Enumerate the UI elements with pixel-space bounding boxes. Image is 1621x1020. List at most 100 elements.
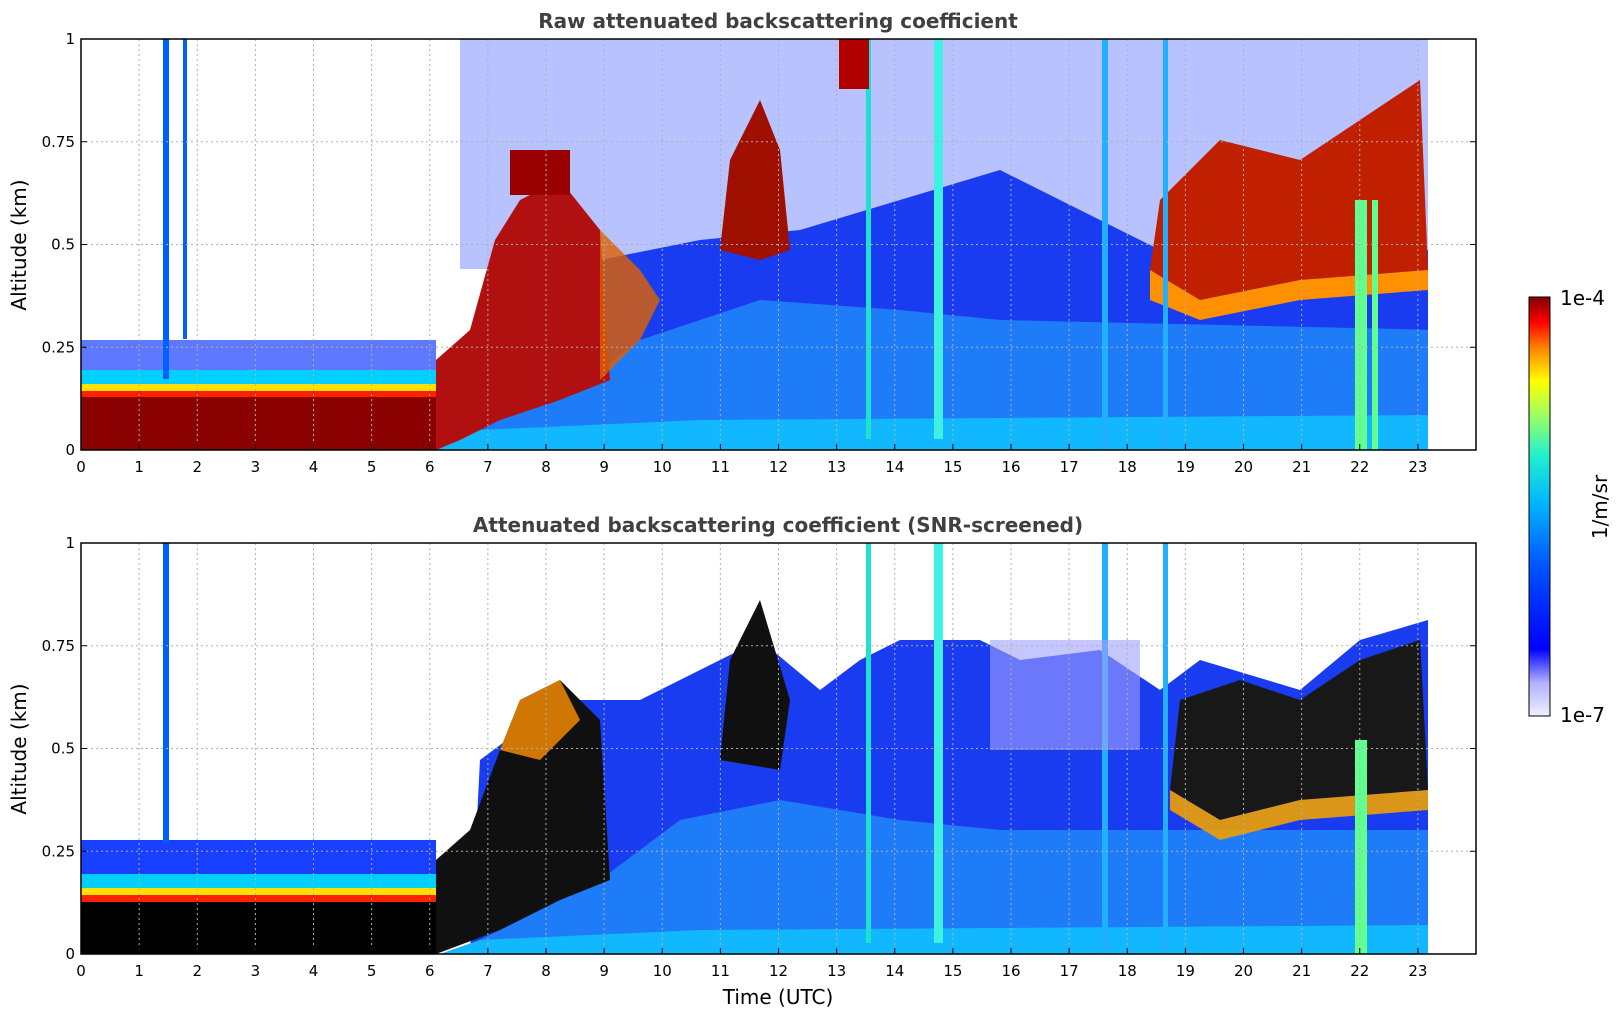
x-tick-label: 22 (1350, 458, 1369, 476)
heatmap-raw (81, 39, 1476, 450)
surface-layer-core-screened (81, 902, 436, 954)
x-tick-label: 18 (1118, 458, 1137, 476)
precip-streak-raw (1372, 200, 1378, 450)
x-tick-label: 0 (76, 458, 86, 476)
ylabel-screened: Altitude (km) (7, 683, 31, 814)
colorbar-min-label: 1e-7 (1560, 703, 1605, 727)
surface-layer-core-raw (81, 397, 436, 450)
x-tick-label: 23 (1408, 962, 1427, 980)
colorbar: 1e-4 1e-7 1/m/sr (1528, 286, 1612, 727)
x-tick-label: 5 (367, 458, 377, 476)
x-tick-label: 20 (1234, 458, 1253, 476)
x-tick-label: 17 (1060, 962, 1079, 980)
surface-layer-cyan-screened (81, 874, 436, 889)
precip-streak-raw (163, 39, 169, 379)
x-tick-label: 11 (711, 962, 730, 980)
x-tick-label: 12 (769, 962, 788, 980)
y-tick-label: 0 (65, 945, 75, 963)
panel-screened-title: Attenuated backscattering coefficient (S… (473, 513, 1083, 537)
y-tick-label: 0.75 (42, 133, 75, 151)
x-tick-label: 9 (599, 458, 609, 476)
cloud-8h-raw (510, 150, 570, 195)
x-tick-label: 19 (1176, 962, 1195, 980)
x-tick-label: 7 (483, 458, 493, 476)
x-tick-label: 15 (943, 458, 962, 476)
cloud-11h-screened (720, 600, 790, 770)
x-tick-label: 13 (827, 962, 846, 980)
x-tick-label: 2 (192, 962, 202, 980)
precip-streak-raw (1355, 200, 1367, 450)
precip-streak-screened (1355, 740, 1367, 954)
y-tick-label: 0.25 (42, 842, 75, 860)
precip-streak-screened (163, 543, 169, 843)
xlabel-screened: Time (UTC) (722, 985, 834, 1009)
colorbar-max-label: 1e-4 (1560, 286, 1605, 310)
x-tick-label: 17 (1060, 458, 1079, 476)
x-tick-label: 1 (134, 458, 144, 476)
precip-streak-raw (183, 39, 187, 339)
y-tick-label: 0.5 (51, 740, 75, 758)
x-tick-label: 0 (76, 962, 86, 980)
x-tick-label: 12 (769, 458, 788, 476)
x-tick-label: 6 (425, 458, 435, 476)
x-tick-label: 6 (425, 962, 435, 980)
y-tick-label: 0.5 (51, 236, 75, 254)
y-tick-label: 0.25 (42, 338, 75, 356)
precip-streak-screened (934, 543, 943, 943)
surface-layer-red-raw (81, 391, 436, 398)
x-tick-label: 5 (367, 962, 377, 980)
precip-streak-raw (1163, 39, 1168, 450)
surface-layer-red-screened (81, 895, 436, 903)
x-tick-label: 22 (1350, 962, 1369, 980)
x-tick-label: 10 (653, 962, 672, 980)
x-tick-label: 21 (1292, 962, 1311, 980)
grid-raw (81, 39, 1476, 450)
noise-region-screened (990, 640, 1140, 750)
x-tick-label: 16 (1001, 962, 1020, 980)
cloud-13h-raw (839, 39, 869, 89)
panel-raw: Raw attenuated backscattering coefficien… (7, 9, 1477, 476)
x-tick-label: 8 (541, 962, 551, 980)
x-tick-label: 11 (711, 458, 730, 476)
x-tick-label: 7 (483, 962, 493, 980)
y-tick-label: 1 (65, 534, 75, 552)
colorbar-unit-label: 1/m/sr (1588, 474, 1612, 539)
x-tick-label: 2 (192, 458, 202, 476)
precip-streak-screened (1163, 543, 1168, 954)
x-tick-label: 15 (943, 962, 962, 980)
surface-layer-noise-screened (81, 840, 436, 880)
x-ticks-screened: 0 1 2 3 4 5 6 7 8 9 10 11 12 13 14 15 16 17 18 19 20 21 22 23 (76, 948, 1427, 980)
boundary-layer-edge-raw (600, 230, 660, 380)
x-tick-label: 4 (309, 962, 319, 980)
precip-streak-screened (866, 543, 871, 943)
precip-streak-raw (866, 39, 871, 439)
x-tick-label: 20 (1234, 962, 1253, 980)
x-tick-label: 10 (653, 458, 672, 476)
x-tick-label: 16 (1001, 458, 1020, 476)
panel-screened: Attenuated backscattering coefficient (S… (7, 513, 1477, 1009)
boundary-layer-rise-raw (436, 180, 610, 450)
cloud-11h-raw (720, 100, 790, 260)
x-tick-label: 18 (1118, 962, 1137, 980)
boundary-layer-edge-screened (500, 680, 580, 760)
grid-screened (81, 543, 1476, 954)
precip-streak-raw (1102, 39, 1108, 450)
x-tick-label: 8 (541, 458, 551, 476)
surface-layer-yellow-raw (81, 384, 436, 392)
y-ticks-raw: 0 0.25 0.5 0.75 1 (42, 30, 1476, 459)
x-tick-label: 13 (827, 458, 846, 476)
precip-streak-raw (934, 39, 943, 439)
x-tick-label: 1 (134, 962, 144, 980)
x-tick-label: 3 (251, 458, 261, 476)
x-tick-label: 23 (1408, 458, 1427, 476)
x-tick-label: 14 (885, 962, 904, 980)
y-tick-label: 0 (65, 441, 75, 459)
x-tick-label: 9 (599, 962, 609, 980)
y-tick-label: 1 (65, 30, 75, 48)
x-tick-label: 3 (251, 962, 261, 980)
x-tick-label: 14 (885, 458, 904, 476)
x-tick-label: 19 (1176, 458, 1195, 476)
x-tick-label: 4 (309, 458, 319, 476)
y-tick-label: 0.75 (42, 637, 75, 655)
